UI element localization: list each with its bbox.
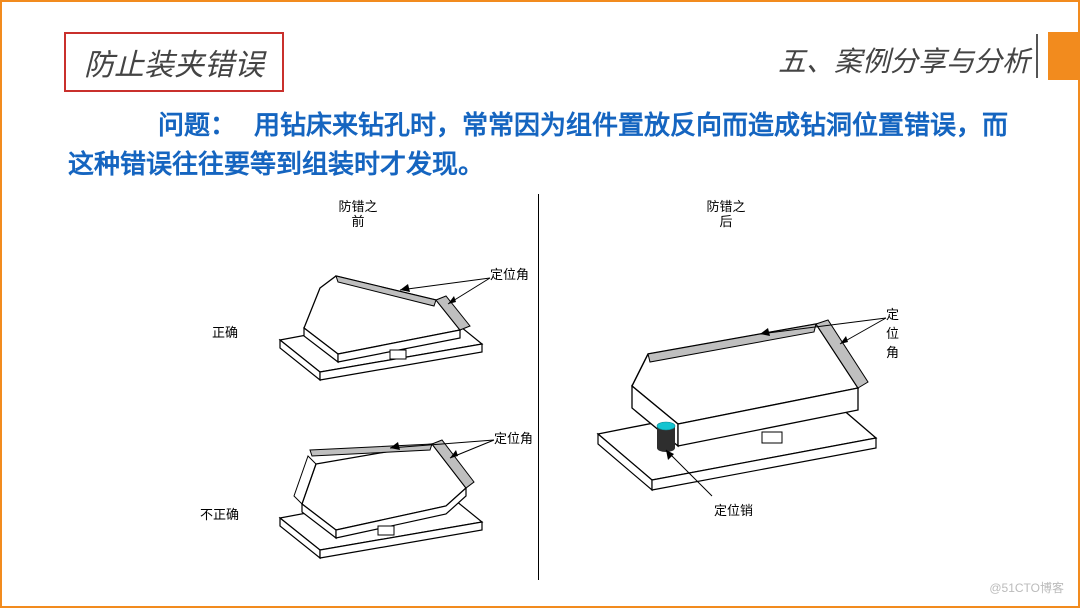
- slide-title: 防止装夹错误: [84, 49, 264, 82]
- accent-block: [1048, 32, 1078, 80]
- problem-label: 问题：: [158, 110, 236, 140]
- label-incorrect: 不正确: [200, 504, 239, 523]
- section-divider: [1036, 34, 1038, 78]
- label-locator-2: 定位角: [494, 428, 533, 447]
- caption-before: 防错之 前: [328, 200, 388, 230]
- problem-text: 问题：用钻床来钻孔时，常常因为组件置放反向而造成钻洞位置错误，而这种错误往往要等…: [68, 106, 1018, 184]
- slide-title-box: 防止装夹错误: [64, 32, 284, 92]
- label-correct: 正确: [212, 322, 238, 341]
- fixture-after: [570, 278, 900, 508]
- center-divider: [538, 194, 539, 580]
- label-pin: 定位销: [714, 500, 753, 519]
- diagram-area: 防错之 前 防错之 后 定位角 正确: [190, 194, 910, 594]
- section-label: 五、案例分享与分析: [778, 40, 1030, 80]
- caption-after: 防错之 后: [696, 200, 756, 230]
- watermark: @51CTO博客: [989, 579, 1064, 596]
- label-locator-3: 定位角: [886, 304, 910, 361]
- fixture-correct: [250, 232, 510, 392]
- fixture-incorrect: [250, 406, 510, 576]
- label-locator-1: 定位角: [490, 264, 529, 283]
